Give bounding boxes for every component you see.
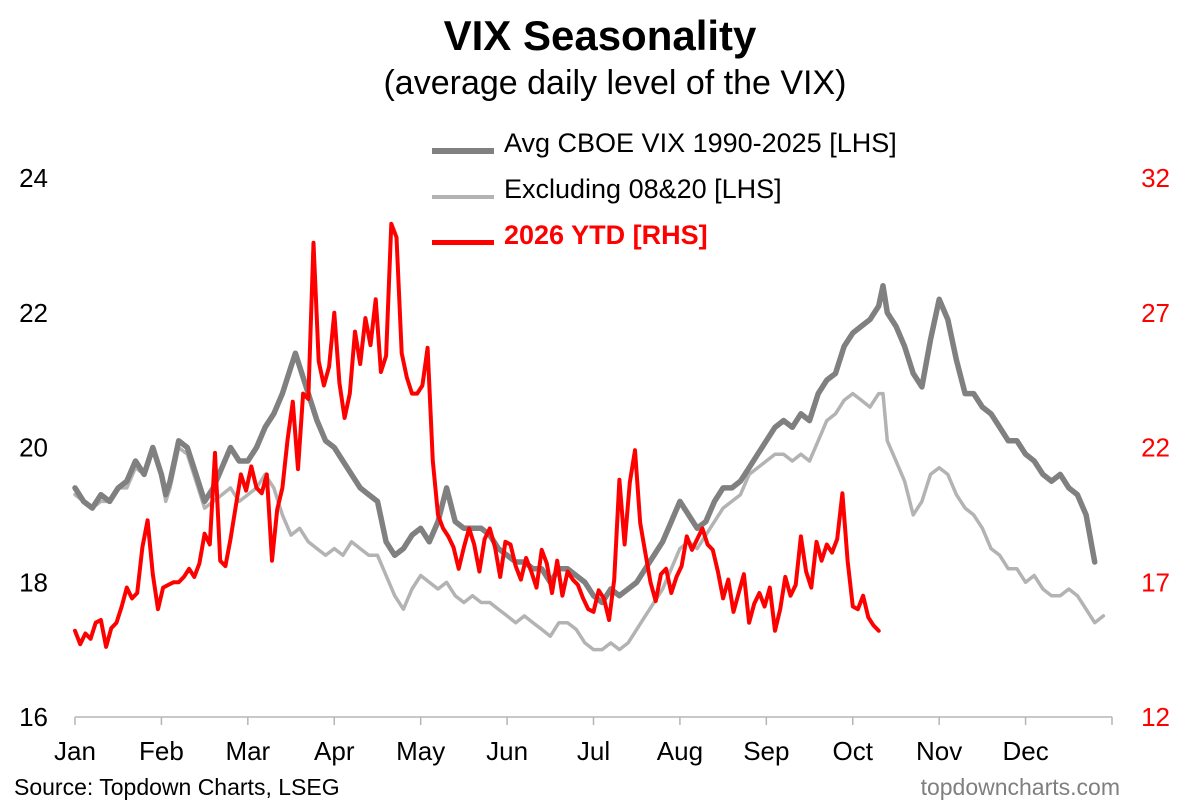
x-tick-label: Jul <box>577 736 610 766</box>
y-left-tick-label: 24 <box>19 163 48 193</box>
y-right-tick-label: 12 <box>1141 702 1170 732</box>
x-tick-label: May <box>396 736 445 766</box>
x-tick-label: Apr <box>314 736 355 766</box>
series-avg-line <box>72 283 1098 606</box>
y-right-tick-label: 22 <box>1141 433 1170 463</box>
y-left-tick-label: 16 <box>19 702 48 732</box>
source-note: Source: Topdown Charts, LSEG <box>14 774 340 800</box>
y-left-tick-label: 22 <box>19 298 48 328</box>
legend-label-avg: Avg CBOE VIX 1990-2025 [LHS] <box>504 128 897 158</box>
y-right-tick-label: 27 <box>1141 298 1170 328</box>
y-right-tick-label: 17 <box>1141 567 1170 597</box>
y-left-tick-label: 18 <box>19 567 48 597</box>
chart-title: VIX Seasonality <box>443 12 757 59</box>
x-tick-label: Jun <box>486 736 528 766</box>
x-tick-label: Feb <box>139 736 184 766</box>
y-right-tick-label: 32 <box>1141 163 1170 193</box>
legend-swatch-avg <box>432 148 494 154</box>
series-ytd-line <box>73 221 881 649</box>
legend-label-excl: Excluding 08&20 [LHS] <box>504 174 782 204</box>
chart-subtitle: (average daily level of the VIX) <box>383 64 847 102</box>
x-tick-label: Sep <box>743 736 789 766</box>
x-tick-label: Dec <box>1002 736 1048 766</box>
y-left-tick-label: 20 <box>19 433 48 463</box>
x-tick-label: Jan <box>54 736 96 766</box>
x-tick-label: Nov <box>916 736 962 766</box>
brand-note: topdowncharts.com <box>920 774 1120 800</box>
x-tick-label: Aug <box>657 736 703 766</box>
x-tick-label: Mar <box>225 736 270 766</box>
legend-swatch-ytd <box>432 240 494 245</box>
legend-label-ytd: 2026 YTD [RHS] <box>504 220 708 250</box>
x-tick-label: Oct <box>833 736 874 766</box>
legend-swatch-excl <box>432 195 494 199</box>
series-excl-line <box>73 391 1106 652</box>
